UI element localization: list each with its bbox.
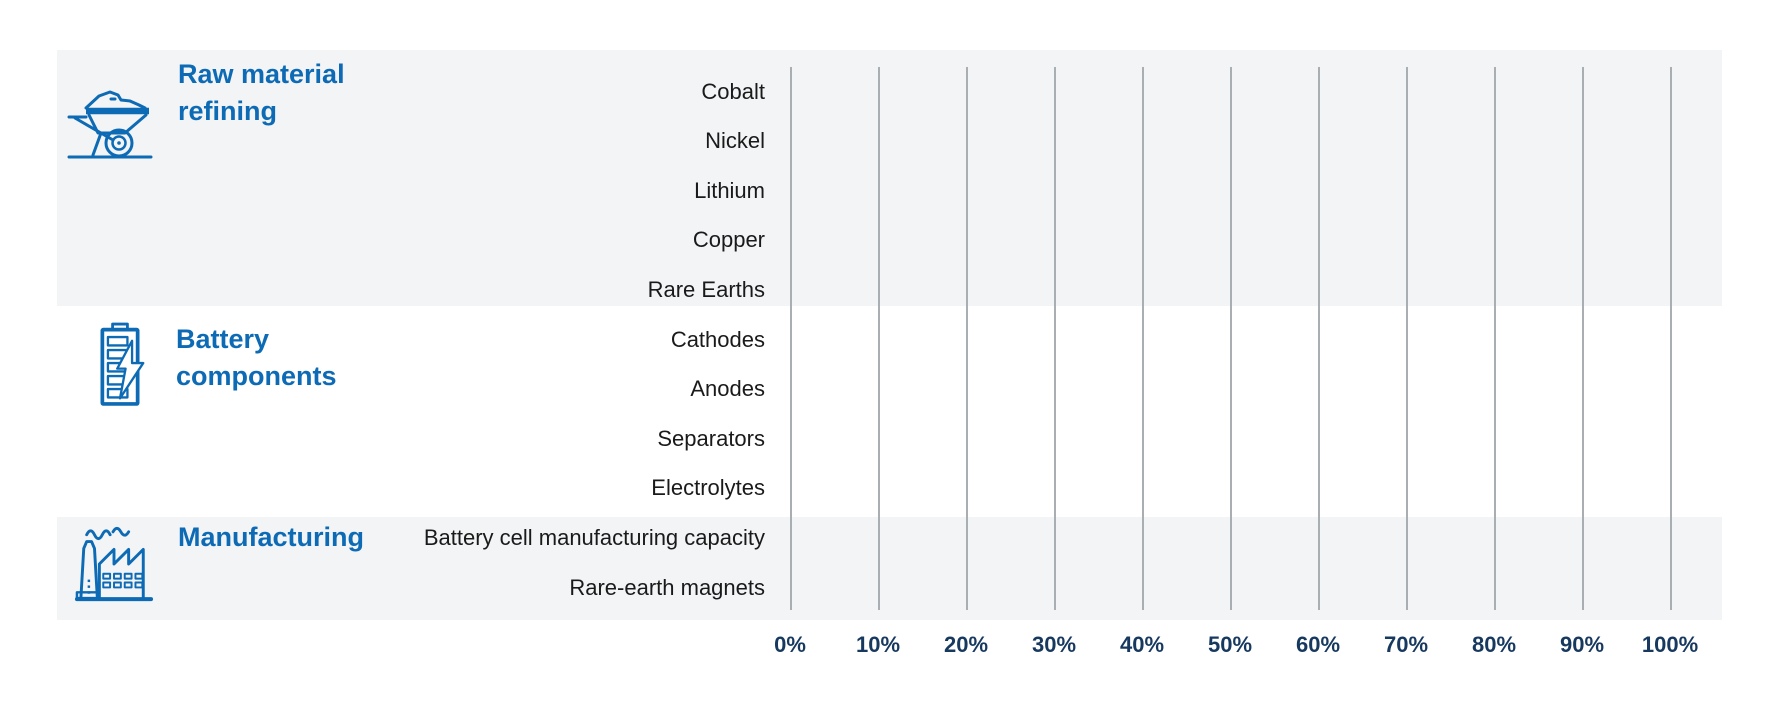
gridline-50: [1230, 67, 1232, 610]
gridline-100: [1670, 67, 1672, 610]
x-tick-label: 70%: [1383, 632, 1429, 657]
section-band-raw-material-refining: [57, 50, 1722, 306]
gridline-60: [1318, 67, 1320, 610]
gridline-40: [1142, 67, 1144, 610]
x-tick-label: 40%: [1119, 632, 1165, 657]
group-title-raw-material-refining: Raw material refining: [178, 59, 345, 126]
row-label-nickel: Nickel: [705, 128, 765, 153]
row-label-lithium: Lithium: [694, 178, 765, 203]
x-tick-label: 100%: [1641, 632, 1699, 657]
gridline-20: [966, 67, 968, 610]
gridline-80: [1494, 67, 1496, 610]
row-label-battery-cell-manufacturing-capacity: Battery cell manufacturing capacity: [423, 525, 765, 550]
x-tick-label: 30%: [1031, 632, 1077, 657]
factory-icon: [72, 524, 156, 604]
x-tick-label: 80%: [1471, 632, 1517, 657]
row-label-cathodes: Cathodes: [670, 327, 765, 352]
row-label-copper: Copper: [692, 227, 765, 252]
gridline-30: [1054, 67, 1056, 610]
x-tick-label: 10%: [855, 632, 901, 657]
x-tick-label: 20%: [943, 632, 989, 657]
gridline-90: [1582, 67, 1584, 610]
row-label-rare-earths: Rare Earths: [647, 277, 765, 302]
wheelbarrow-icon: [66, 86, 154, 162]
x-tick-label: 50%: [1207, 632, 1253, 657]
group-title-manufacturing: Manufacturing: [178, 522, 364, 552]
x-tick-label: 90%: [1559, 632, 1605, 657]
row-label-separators: Separators: [657, 426, 765, 451]
battery-icon: [94, 320, 146, 408]
group-title-battery-components: Battery components: [176, 324, 337, 391]
section-band-manufacturing: [57, 517, 1722, 620]
row-label-electrolytes: Electrolytes: [651, 475, 765, 500]
x-tick-label: 0%: [774, 632, 806, 657]
gridline-10: [878, 67, 880, 610]
x-tick-label: 60%: [1295, 632, 1341, 657]
row-label-anodes: Anodes: [690, 376, 765, 401]
gridline-70: [1406, 67, 1408, 610]
row-label-rare-earth-magnets: Rare-earth magnets: [569, 575, 765, 600]
row-label-cobalt: Cobalt: [701, 79, 765, 104]
gridline-0: [790, 67, 792, 610]
